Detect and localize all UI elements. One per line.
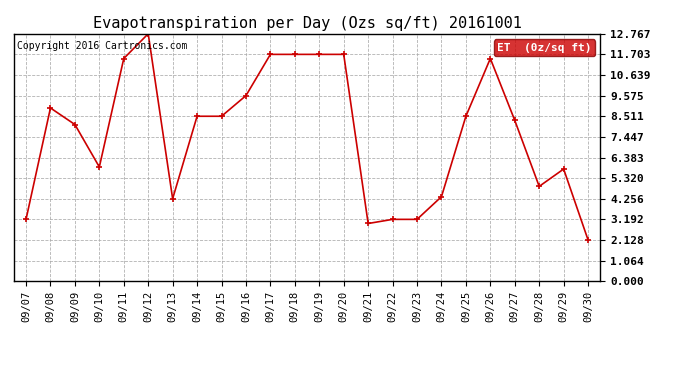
Title: Evapotranspiration per Day (Ozs sq/ft) 20161001: Evapotranspiration per Day (Ozs sq/ft) 2… [92, 16, 522, 31]
Legend: ET  (0z/sq ft): ET (0z/sq ft) [493, 39, 595, 56]
Text: Copyright 2016 Cartronics.com: Copyright 2016 Cartronics.com [17, 41, 187, 51]
